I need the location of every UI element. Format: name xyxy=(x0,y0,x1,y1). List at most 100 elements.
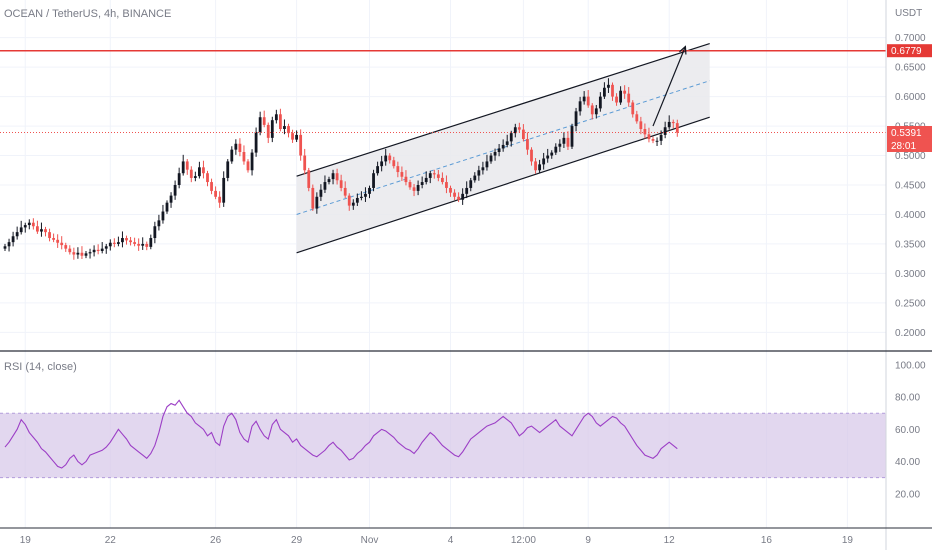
candle xyxy=(153,221,157,244)
candle xyxy=(659,130,663,146)
candle-body xyxy=(72,252,76,255)
candle-body xyxy=(343,187,347,196)
candle-body xyxy=(347,195,351,206)
price-tick-label: 0.6500 xyxy=(895,63,926,74)
candle-body xyxy=(250,152,254,171)
price-tick-label: 0.3500 xyxy=(895,239,926,250)
candle-body xyxy=(392,160,396,167)
channel-upper-line[interactable] xyxy=(296,43,710,177)
candle xyxy=(84,251,88,259)
rsi-tick-label: 100.00 xyxy=(895,360,926,371)
candle xyxy=(193,171,197,182)
candle-body xyxy=(3,246,7,249)
candle xyxy=(210,178,213,195)
candle xyxy=(56,234,60,248)
candle-body xyxy=(542,158,546,165)
price-badge-text: 0.6779 xyxy=(891,46,922,57)
projection-arrow[interactable] xyxy=(652,46,686,127)
candle-body xyxy=(453,192,456,197)
candle-body xyxy=(400,172,404,177)
candle-body xyxy=(501,144,505,149)
candle xyxy=(254,127,258,157)
candle xyxy=(485,154,489,171)
candle xyxy=(639,116,643,135)
candle xyxy=(206,170,209,187)
candle xyxy=(538,159,541,173)
candle-body xyxy=(331,173,335,180)
candle-body xyxy=(23,225,27,228)
candle xyxy=(643,123,647,139)
candle-body xyxy=(92,249,96,253)
candle-body xyxy=(307,170,311,188)
candle-body xyxy=(141,243,145,246)
annotations[interactable] xyxy=(0,45,886,133)
candle xyxy=(202,160,205,179)
candle-body xyxy=(619,90,622,103)
price-tick-label: 0.6000 xyxy=(895,92,926,103)
candle-body xyxy=(226,161,230,178)
time-tick-label: 19 xyxy=(842,535,854,546)
candle-body xyxy=(129,240,132,243)
candle-body xyxy=(287,126,290,134)
candle xyxy=(31,218,35,230)
price-badge: 0.5391 xyxy=(887,125,932,139)
candle-body xyxy=(570,126,574,147)
candle-body xyxy=(84,253,88,256)
candle-body xyxy=(262,117,266,125)
candle-body xyxy=(315,196,319,209)
candle xyxy=(23,222,27,233)
candle xyxy=(546,148,550,163)
candle xyxy=(671,119,675,129)
candle-body xyxy=(230,149,234,162)
candle xyxy=(558,139,562,152)
candle xyxy=(133,237,136,247)
candle xyxy=(100,242,104,254)
candle-body xyxy=(125,238,128,241)
candle-body xyxy=(7,242,11,247)
price-badge-text: 28:01 xyxy=(891,141,916,152)
price-badge: 28:01 xyxy=(887,138,932,152)
candle xyxy=(590,103,594,120)
candle-body xyxy=(31,222,35,227)
candle-body xyxy=(663,127,667,135)
candle-body xyxy=(80,252,84,256)
candle xyxy=(594,104,598,119)
candle-body xyxy=(675,123,679,133)
candle-body xyxy=(133,242,136,244)
candle xyxy=(169,192,173,208)
candle xyxy=(355,193,359,206)
candle xyxy=(635,110,639,124)
candle-body xyxy=(384,155,388,162)
candle-body xyxy=(412,187,416,191)
candle xyxy=(534,158,537,174)
channel-lower-line[interactable] xyxy=(296,116,710,254)
candle-body xyxy=(234,143,238,150)
price-tick-label: 0.3000 xyxy=(895,269,926,280)
candle-body xyxy=(68,248,72,253)
candle xyxy=(283,119,286,135)
candle-body xyxy=(424,177,428,183)
price-badge: 0.6779 xyxy=(887,44,932,58)
candle-body xyxy=(323,182,327,190)
candle-body xyxy=(181,161,185,174)
candle-body xyxy=(274,114,278,121)
candle-body xyxy=(457,196,460,200)
candle-body xyxy=(574,111,578,127)
price-tick-label: 0.4000 xyxy=(895,210,926,221)
candle xyxy=(578,96,582,116)
candle xyxy=(234,139,238,155)
candle xyxy=(177,167,181,189)
candle-body xyxy=(428,173,432,178)
candle-body xyxy=(311,187,315,209)
candle xyxy=(157,214,161,231)
candle xyxy=(607,78,610,93)
candle xyxy=(129,236,132,246)
candle-body xyxy=(513,127,517,134)
candle-body xyxy=(651,139,655,141)
candle-body xyxy=(327,179,331,183)
candle-body xyxy=(441,177,444,183)
candle-body xyxy=(283,126,286,130)
candle xyxy=(230,146,234,164)
